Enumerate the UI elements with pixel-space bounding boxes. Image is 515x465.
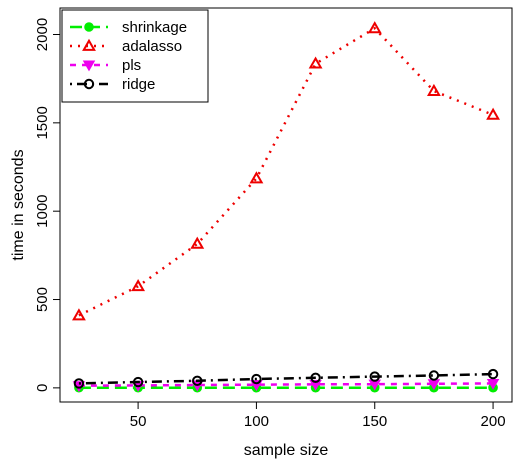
legend-marker [82, 38, 96, 51]
data-point [426, 83, 441, 96]
x-tick-label: 150 [362, 413, 387, 430]
x-axis-label: sample size [244, 442, 329, 459]
legend-marker [84, 22, 94, 32]
data-point [72, 308, 86, 321]
legend-item: adalasso [70, 38, 182, 55]
x-tick-label: 200 [481, 413, 506, 430]
data-point [249, 171, 264, 184]
legend-label: ridge [122, 76, 155, 93]
data-point [486, 378, 500, 390]
series-line [78, 372, 494, 385]
y-tick-label: 1000 [34, 194, 51, 227]
data-point [369, 371, 380, 382]
data-point [251, 373, 262, 385]
y-tick-label: 1500 [34, 106, 51, 139]
series-adalasso [72, 21, 500, 321]
legend-item: ridge [70, 76, 155, 93]
data-point [192, 375, 203, 386]
data-point [309, 379, 322, 391]
legend-label: adalasso [122, 38, 182, 55]
data-point [131, 279, 146, 292]
y-tick-label: 500 [34, 287, 51, 312]
data-point [132, 376, 144, 388]
data-point [73, 378, 85, 389]
y-tick-label: 2000 [34, 18, 51, 51]
data-point [486, 107, 500, 120]
data-point [308, 56, 323, 69]
x-tick-label: 50 [130, 413, 147, 430]
y-tick-label: 0 [34, 384, 51, 392]
data-point [190, 236, 205, 249]
series-ridge [73, 368, 499, 389]
legend-item: pls [70, 57, 141, 74]
legend-marker [82, 60, 96, 72]
data-point [428, 370, 440, 381]
series-line [78, 382, 494, 387]
legend-label: shrinkage [122, 19, 187, 36]
chart-legend: shrinkage adalasso pls ridge [61, 9, 209, 103]
data-point [367, 21, 382, 34]
data-point [310, 372, 321, 383]
data-point [487, 368, 499, 380]
legend-label: pls [122, 57, 141, 74]
series-line [78, 26, 494, 317]
chart-marks [72, 21, 500, 393]
x-tick-label: 100 [244, 413, 269, 430]
legend-item: shrinkage [70, 19, 187, 36]
y-axis-label: time in seconds [10, 149, 27, 260]
legend-marker [83, 78, 95, 90]
